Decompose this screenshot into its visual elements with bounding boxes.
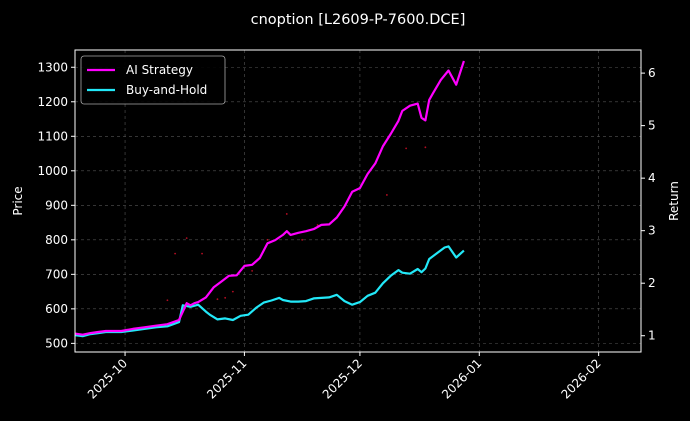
- y-tick-label: 700: [45, 267, 68, 281]
- series-line-buy-and-hold: [74, 245, 465, 338]
- y-tick-label: 1100: [37, 129, 68, 143]
- price-point: [385, 194, 388, 196]
- price-point: [424, 146, 427, 149]
- plot-frame: [74, 49, 642, 353]
- price-scatter: [166, 146, 427, 302]
- legend-box: [80, 55, 226, 105]
- price-point: [185, 237, 188, 240]
- y2-tick-label: 2: [648, 276, 656, 290]
- price-point: [316, 224, 319, 226]
- legend: AI Strategy Buy-and-Hold: [80, 55, 226, 105]
- price-point: [285, 213, 288, 215]
- price-point: [266, 238, 269, 241]
- y-tick-label: 900: [45, 198, 68, 212]
- y-tick-label: 1300: [37, 60, 68, 74]
- y-tick-label: 500: [45, 336, 68, 350]
- y-tick-label: 1000: [37, 164, 68, 178]
- chart-title: cnoption [L2609-P-7600.DCE]: [251, 12, 466, 28]
- legend-label: Buy-and-Hold: [126, 83, 207, 97]
- y-tick-label: 600: [45, 302, 68, 316]
- price-point: [301, 238, 304, 241]
- y2-tick-label: 6: [648, 66, 656, 80]
- y2-tick-label: 4: [648, 171, 656, 185]
- y2-tick-label: 1: [648, 329, 656, 343]
- price-point: [216, 298, 219, 301]
- y-tick-label: 1200: [37, 95, 68, 109]
- price-point: [201, 252, 203, 255]
- price-point: [251, 269, 254, 272]
- price-point: [174, 252, 177, 255]
- y2-axis-label: Return: [667, 181, 681, 221]
- price-point: [405, 147, 408, 150]
- series-lines: [74, 60, 465, 338]
- legend-label: AI Strategy: [126, 63, 193, 77]
- grid: [75, 50, 641, 352]
- y-axis-right: 1 2 3 4 5 6: [641, 66, 656, 343]
- y-tick-label: 800: [45, 233, 68, 247]
- y-axis-left: 500 600 700 800 900 1000 1100 1200 1300: [37, 60, 75, 350]
- y2-tick-label: 3: [648, 224, 656, 238]
- price-point: [166, 299, 169, 302]
- series-line-ai-strategy: [74, 60, 465, 336]
- y-axis-label: Price: [11, 186, 25, 215]
- y2-tick-label: 5: [648, 119, 656, 133]
- price-point: [224, 296, 227, 299]
- price-point: [231, 290, 234, 293]
